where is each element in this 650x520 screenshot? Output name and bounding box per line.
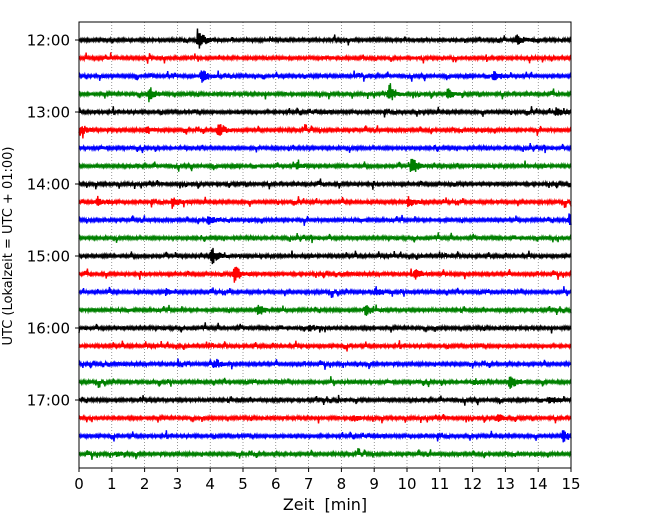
x-tick-label-4: 4 <box>205 475 215 493</box>
trace-1445 <box>78 232 572 244</box>
trace-1300 <box>78 106 572 118</box>
trace-1615 <box>78 340 572 352</box>
y-tick-label-1600: 16:00 <box>27 320 70 338</box>
x-axis-ticks: 0 1 2 3 4 5 6 7 8 9 10 11 12 13 14 15 <box>74 468 581 493</box>
x-axis-label: Zeit [min] <box>283 495 367 514</box>
x-tick-label-14: 14 <box>529 475 548 493</box>
trace-1745 <box>78 448 572 460</box>
trace-1230 <box>78 70 572 83</box>
x-tick-label-5: 5 <box>238 475 248 493</box>
plot-frame <box>78 21 572 469</box>
y-tick-label-1200: 12:00 <box>27 32 70 50</box>
trace-1645 <box>78 376 572 389</box>
trace-1245 <box>78 83 572 103</box>
y-axis-ticks: 12:00 13:00 14:00 15:00 16:00 17:00 <box>27 32 79 410</box>
y-tick-label-1700: 17:00 <box>27 392 70 410</box>
trace-1200 <box>78 28 572 49</box>
x-tick-label-7: 7 <box>304 475 314 493</box>
trace-1215 <box>78 52 572 64</box>
x-tick-label-13: 13 <box>496 475 515 493</box>
x-tick-label-11: 11 <box>430 475 449 493</box>
trace-1500 <box>78 247 572 265</box>
trace-1700 <box>78 394 572 406</box>
x-tick-label-6: 6 <box>271 475 281 493</box>
trace-1415 <box>78 195 572 209</box>
trace-1515 <box>78 266 572 283</box>
trace-1315 <box>78 124 572 139</box>
trace-1530 <box>78 286 572 298</box>
trace-1345 <box>78 158 572 173</box>
x-tick-label-2: 2 <box>140 475 150 493</box>
x-tick-label-10: 10 <box>397 475 416 493</box>
trace-1400 <box>78 178 572 190</box>
y-tick-label-1500: 15:00 <box>27 248 70 266</box>
trace-1730 <box>78 430 572 443</box>
x-tick-label-15: 15 <box>561 475 580 493</box>
x-tick-label-9: 9 <box>369 475 379 493</box>
trace-1630 <box>78 358 572 370</box>
trace-1600 <box>78 322 572 334</box>
y-tick-label-1400: 14:00 <box>27 176 70 194</box>
trace-1545 <box>78 304 572 316</box>
trace-1430 <box>78 213 572 226</box>
y-axis-label: UTC (Lokalzeit = UTC + 01:00) <box>1 147 16 346</box>
y-tick-label-1300: 13:00 <box>27 104 70 122</box>
trace-1330 <box>78 143 572 154</box>
seismogram-traces <box>78 28 572 460</box>
trace-1715 <box>78 413 572 424</box>
x-tick-label-3: 3 <box>173 475 183 493</box>
x-tick-label-12: 12 <box>463 475 482 493</box>
x-tick-label-8: 8 <box>337 475 347 493</box>
x-tick-label-1: 1 <box>107 475 117 493</box>
x-tick-label-0: 0 <box>74 475 84 493</box>
